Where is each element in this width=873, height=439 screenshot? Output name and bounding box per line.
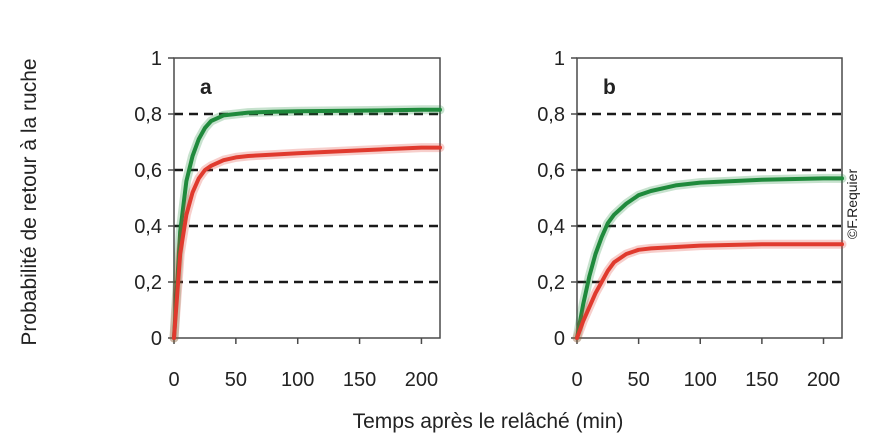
y-tick-label-a-5: 1 xyxy=(151,48,162,70)
x-tick-label-a-1: 50 xyxy=(225,369,247,391)
series-line-a-1 xyxy=(172,145,442,340)
y-tick-label-b-1: 0,2 xyxy=(537,272,565,294)
x-axis-label: Temps après le relâché (min) xyxy=(353,410,624,433)
plot-frame-b xyxy=(576,57,843,339)
y-tick-label-a-1: 0,2 xyxy=(134,272,162,294)
x-tick-label-b-0: 0 xyxy=(571,369,582,391)
y-tick-label-b-2: 0,4 xyxy=(537,216,565,238)
y-tick-label-a-0: 0 xyxy=(151,328,162,350)
panel-letter-a: a xyxy=(200,76,212,99)
x-tick-label-b-2: 100 xyxy=(684,369,717,391)
x-tick-label-b-3: 150 xyxy=(745,369,778,391)
x-tick-label-a-4: 200 xyxy=(405,369,438,391)
panel-letter-b: b xyxy=(603,76,616,99)
series-line-b-1 xyxy=(575,242,844,340)
y-tick-label-a-2: 0,4 xyxy=(134,216,162,238)
y-tick-label-b-4: 0,8 xyxy=(537,104,565,126)
photo-credit: ©F.Requier xyxy=(844,169,860,240)
y-tick-label-b-0: 0 xyxy=(554,328,565,350)
x-tick-label-b-1: 50 xyxy=(628,369,650,391)
y-tick-label-a-3: 0,6 xyxy=(134,160,162,182)
series-halo-a-1 xyxy=(169,143,445,343)
plot-frame-a xyxy=(173,57,441,339)
x-tick-label-b-4: 200 xyxy=(807,369,840,391)
panel-b: 0 0,2 0,4 0,6 0,8 1 0 50 100 150 200 b xyxy=(537,48,847,391)
series-halo-a-0 xyxy=(169,105,445,343)
y-tick-label-b-3: 0,6 xyxy=(537,160,565,182)
y-tick-label-a-4: 0,8 xyxy=(134,104,162,126)
panel-a: 0 0,2 0,4 0,6 0,8 1 0 50 100 150 200 a xyxy=(134,48,445,391)
x-tick-label-a-2: 100 xyxy=(281,369,314,391)
x-tick-label-a-3: 150 xyxy=(343,369,376,391)
y-axis-label: Probabilité de retour à la ruche xyxy=(18,58,41,345)
y-tick-label-b-5: 1 xyxy=(554,48,565,70)
x-tick-label-a-0: 0 xyxy=(168,369,179,391)
series-line-b-0 xyxy=(575,176,844,340)
series-line-a-0 xyxy=(172,107,442,340)
